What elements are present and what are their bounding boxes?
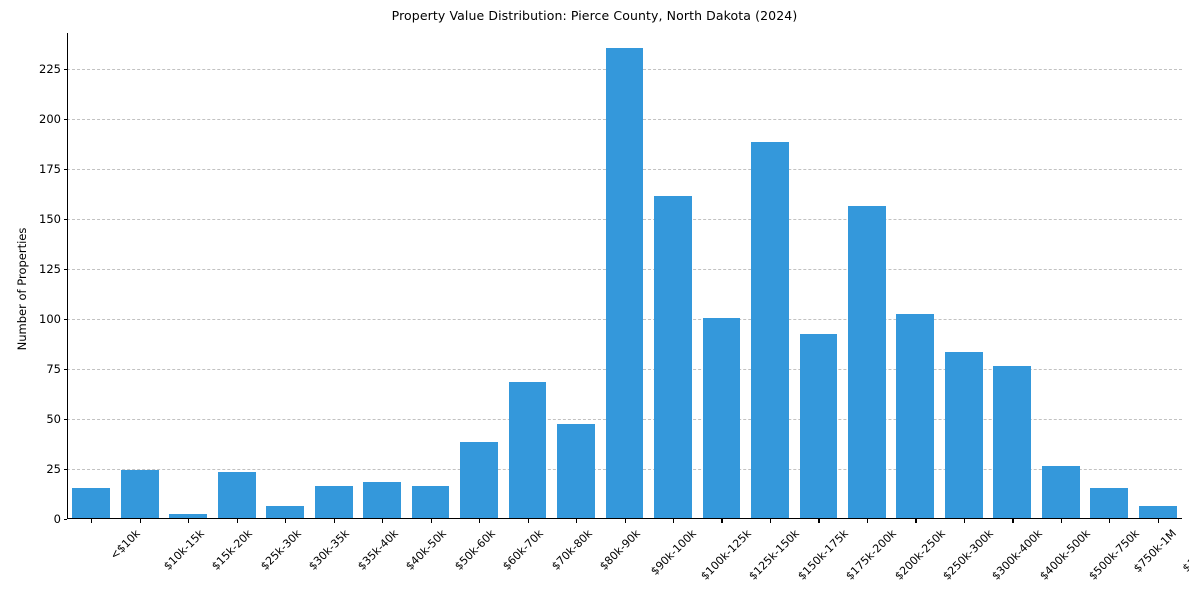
bar <box>169 513 208 518</box>
bar <box>217 471 256 518</box>
bar <box>266 505 305 518</box>
y-tick-label: 50 <box>46 412 61 426</box>
x-tick-mark <box>91 519 93 523</box>
y-tick-label: 0 <box>53 512 61 526</box>
x-tick-label: $200k-250k <box>892 527 948 583</box>
y-tick-mark <box>63 319 67 321</box>
x-tick-mark <box>527 519 529 523</box>
y-tick-mark <box>63 419 67 421</box>
x-tick-mark <box>769 519 772 523</box>
x-tick-mark <box>963 519 966 523</box>
x-tick-mark <box>1109 519 1111 523</box>
x-tick-label: $90k-100k <box>647 527 699 578</box>
bar <box>1041 465 1080 518</box>
y-tick-mark <box>63 219 67 221</box>
bar <box>799 333 838 518</box>
bar <box>896 313 935 518</box>
x-tick-mark <box>285 519 287 523</box>
x-tick-label: $500k-750k <box>1086 527 1142 583</box>
x-tick-label: $15k-20k <box>209 527 256 573</box>
y-tick-label: 150 <box>39 212 61 226</box>
y-tick-label: 200 <box>39 112 61 126</box>
y-tick-label: 125 <box>39 262 61 276</box>
x-axis-spine <box>67 517 1182 519</box>
y-tick-label: 225 <box>39 62 61 76</box>
chart-title: Property Value Distribution: Pierce Coun… <box>391 8 798 23</box>
bar <box>72 487 111 518</box>
x-tick-mark <box>1157 519 1159 523</box>
x-tick-mark <box>188 519 190 523</box>
bar <box>1090 487 1129 518</box>
x-tick-label: $60k-70k <box>500 527 546 573</box>
x-tick-mark <box>624 519 626 523</box>
x-tick-mark <box>818 519 820 523</box>
y-tick-mark <box>63 369 67 371</box>
y-tick-label: 25 <box>46 462 61 476</box>
x-tick-label: $25k-30k <box>257 527 304 573</box>
bar <box>605 47 644 518</box>
bar <box>1138 505 1177 518</box>
x-tick-mark <box>866 519 869 523</box>
x-tick-label: $400k-500k <box>1037 527 1094 583</box>
bar <box>508 381 547 518</box>
x-tick-mark <box>333 519 335 523</box>
bar <box>993 365 1032 518</box>
x-tick-mark <box>479 519 481 523</box>
x-tick-label: $80k-90k <box>597 527 643 573</box>
x-tick-mark <box>672 519 675 523</box>
y-tick-mark <box>63 469 67 471</box>
bar <box>314 485 353 518</box>
x-tick-mark <box>1060 519 1062 523</box>
x-tick-label: $300k-400k <box>989 527 1045 583</box>
x-tick-label: $10k-15k <box>160 527 207 573</box>
bar <box>944 351 983 518</box>
y-tick-label: 175 <box>39 162 61 176</box>
y-tick-mark <box>63 69 67 71</box>
x-tick-mark <box>721 519 723 523</box>
bar <box>702 317 741 518</box>
x-tick-label: $150k-175k <box>795 527 851 583</box>
x-tick-label: $40k-50k <box>403 527 449 573</box>
x-tick-label: $175k-200k <box>843 527 900 583</box>
bar <box>654 195 692 518</box>
y-tick-mark <box>63 269 67 271</box>
x-tick-label: <$10k <box>107 527 144 563</box>
x-tick-mark <box>430 519 432 523</box>
x-tick-label: $1.5M-2M <box>1179 527 1189 575</box>
bar <box>120 469 159 518</box>
bar <box>460 441 498 518</box>
x-tick-mark <box>236 519 238 523</box>
x-tick-label: $35k-40k <box>354 527 401 573</box>
x-tick-mark <box>139 519 141 523</box>
y-tick-label: 75 <box>46 362 61 376</box>
x-tick-label: $30k-35k <box>306 527 353 573</box>
y-tick-mark <box>63 169 67 171</box>
bar <box>411 485 450 518</box>
x-tick-label: $125k-150k <box>746 527 803 583</box>
y-axis-spine <box>67 33 69 519</box>
x-tick-mark <box>576 519 578 523</box>
bar <box>363 481 401 518</box>
bar <box>557 423 595 518</box>
y-tick-mark <box>63 119 67 121</box>
x-tick-label: $250k-300k <box>940 527 997 583</box>
y-tick-label: 100 <box>39 312 61 326</box>
y-tick-mark <box>63 519 67 521</box>
x-tick-label: $100k-125k <box>698 527 754 583</box>
plot-area: 0 25 50 75 100 125 150 175 200 225 <$10k $10k-15k $… <box>39 33 1189 583</box>
x-tick-mark <box>382 519 384 523</box>
bar <box>847 205 886 518</box>
bar <box>751 141 789 518</box>
x-tick-label: $70k-80k <box>548 527 595 573</box>
x-tick-mark <box>1012 519 1014 523</box>
x-tick-mark <box>915 519 917 523</box>
x-tick-label: $50k-60k <box>451 527 498 573</box>
